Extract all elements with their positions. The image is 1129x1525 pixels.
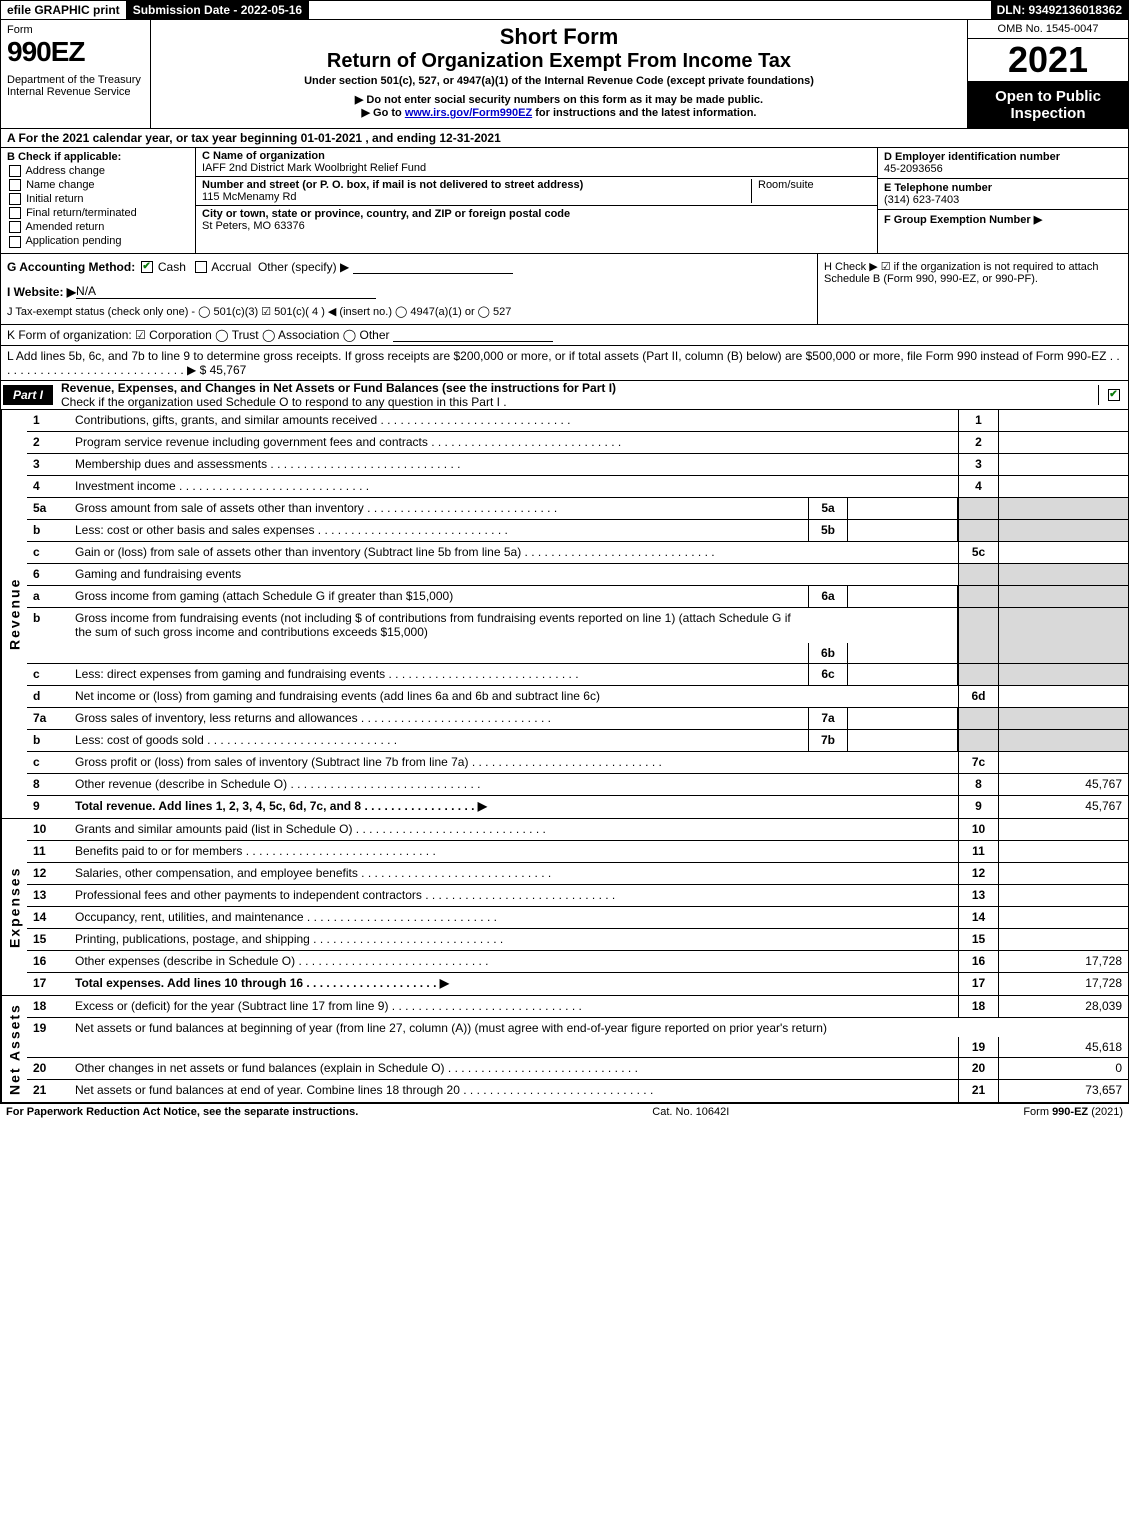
header-right: OMB No. 1545-0047 2021 Open to Public In… [968,20,1128,128]
row-h: H Check ▶ ☑ if the organization is not r… [818,254,1128,324]
header-center: Short Form Return of Organization Exempt… [151,20,968,128]
chk-accrual[interactable] [195,261,207,273]
city: St Peters, MO 63376 [202,220,305,232]
department: Department of the Treasury Internal Reve… [7,74,144,98]
street-label: Number and street (or P. O. box, if mail… [202,179,751,191]
short-form-title: Short Form [159,24,959,50]
row-j: J Tax-exempt status (check only one) - ◯… [7,305,811,318]
line-6d: dNet income or (loss) from gaming and fu… [27,686,1128,708]
dln: DLN: 93492136018362 [991,1,1128,19]
chk-amended-return[interactable]: Amended return [7,221,189,233]
line-6: 6Gaming and fundraising events [27,564,1128,586]
line-2: 2Program service revenue including gover… [27,432,1128,454]
line-1: 1Contributions, gifts, grants, and simil… [27,410,1128,432]
chk-cash[interactable]: ✔ [141,261,153,273]
form-header: Form 990EZ Department of the Treasury In… [0,20,1129,129]
line-5c: cGain or (loss) from sale of assets othe… [27,542,1128,564]
tax-year: 2021 [968,39,1128,82]
ein: 45-2093656 [884,163,943,175]
under-section: Under section 501(c), 527, or 4947(a)(1)… [159,75,959,87]
line-11: 11Benefits paid to or for members11 [27,841,1128,863]
line-17: 17Total expenses. Add lines 10 through 1… [27,973,1128,995]
line-13: 13Professional fees and other payments t… [27,885,1128,907]
line-9: 9Total revenue. Add lines 1, 2, 3, 4, 5c… [27,796,1128,818]
line-4: 4Investment income4 [27,476,1128,498]
chk-initial-return[interactable]: Initial return [7,193,189,205]
chk-final-return[interactable]: Final return/terminated [7,207,189,219]
line-12: 12Salaries, other compensation, and empl… [27,863,1128,885]
line-7c: cGross profit or (loss) from sales of in… [27,752,1128,774]
group-exemption-cell: F Group Exemption Number ▶ [878,210,1128,229]
line-20: 20Other changes in net assets or fund ba… [27,1058,1128,1080]
vlabel-revenue: Revenue [1,410,27,818]
line-14: 14Occupancy, rent, utilities, and mainte… [27,907,1128,929]
omb-number: OMB No. 1545-0047 [968,20,1128,39]
city-label: City or town, state or province, country… [202,208,871,220]
header-left: Form 990EZ Department of the Treasury In… [1,20,151,128]
room-suite: Room/suite [751,179,871,203]
goto-pre: ▶ Go to [362,107,405,119]
line-8: 8Other revenue (describe in Schedule O)8… [27,774,1128,796]
line-6a: aGross income from gaming (attach Schedu… [27,586,1128,608]
column-def: D Employer identification number 45-2093… [878,148,1128,253]
vlabel-expenses: Expenses [1,819,27,995]
part1-header: Part I Revenue, Expenses, and Changes in… [0,381,1129,410]
row-i: I Website: ▶N/A [7,284,811,299]
line-18: 18Excess or (deficit) for the year (Subt… [27,996,1128,1018]
vlabel-net-assets: Net Assets [1,996,27,1102]
top-bar: efile GRAPHIC print Submission Date - 20… [0,0,1129,20]
line-5a: 5aGross amount from sale of assets other… [27,498,1128,520]
part1-lines: Revenue 1Contributions, gifts, grants, a… [0,410,1129,1103]
line-15: 15Printing, publications, postage, and s… [27,929,1128,951]
line-7a: 7aGross sales of inventory, less returns… [27,708,1128,730]
paperwork-notice: For Paperwork Reduction Act Notice, see … [6,1106,358,1118]
part1-sub: Check if the organization used Schedule … [55,395,507,409]
chk-application-pending[interactable]: Application pending [7,235,189,247]
part1-title: Revenue, Expenses, and Changes in Net As… [55,381,616,395]
page-footer: For Paperwork Reduction Act Notice, see … [0,1103,1129,1120]
column-c: C Name of organization IAFF 2nd District… [196,148,878,253]
irs-link[interactable]: www.irs.gov/Form990EZ [405,107,532,119]
org-name-label: C Name of organization [202,150,871,162]
chk-name-change[interactable]: Name change [7,179,189,191]
row-l: L Add lines 5b, 6c, and 7b to line 9 to … [0,346,1129,381]
open-to-public: Open to Public Inspection [968,82,1128,128]
row-a-calendar-year: A For the 2021 calendar year, or tax yea… [0,129,1129,148]
line-6b: bGross income from fundraising events (n… [27,608,1128,664]
line-7b: bLess: cost of goods sold7b [27,730,1128,752]
line-5b: bLess: cost or other basis and sales exp… [27,520,1128,542]
chk-address-change[interactable]: Address change [7,165,189,177]
form-ref: Form 990-EZ (2021) [1023,1106,1123,1118]
row-k: K Form of organization: ☑ Corporation ◯ … [0,325,1129,346]
efile-print[interactable]: efile GRAPHIC print [1,1,127,19]
warning-ssn: ▶ Do not enter social security numbers o… [159,93,959,106]
website: N/A [76,284,376,299]
section-b-c-def: B Check if applicable: Address change Na… [0,148,1129,254]
col-b-header: B Check if applicable: [7,151,189,163]
row-g: G Accounting Method: ✔ Cash Accrual Othe… [7,260,811,274]
part1-schedule-o-check[interactable]: ✔ [1108,389,1120,401]
submission-date: Submission Date - 2022-05-16 [127,1,309,19]
org-name: IAFF 2nd District Mark Woolbright Relief… [202,162,426,174]
line-3: 3Membership dues and assessments3 [27,454,1128,476]
column-b: B Check if applicable: Address change Na… [1,148,196,253]
line-16: 16Other expenses (describe in Schedule O… [27,951,1128,973]
line-10: 10Grants and similar amounts paid (list … [27,819,1128,841]
form-number: 990EZ [7,36,144,68]
goto-post: for instructions and the latest informat… [532,107,756,119]
ein-cell: D Employer identification number 45-2093… [878,148,1128,179]
goto-link-line: ▶ Go to www.irs.gov/Form990EZ for instru… [159,106,959,119]
line-6c: cLess: direct expenses from gaming and f… [27,664,1128,686]
street: 115 McMenamy Rd [202,191,297,203]
phone: (314) 623-7403 [884,194,959,206]
section-ghij: G Accounting Method: ✔ Cash Accrual Othe… [0,254,1129,325]
phone-cell: E Telephone number (314) 623-7403 [878,179,1128,210]
return-title: Return of Organization Exempt From Incom… [159,50,959,73]
gross-receipts: 45,767 [210,363,247,377]
line-19: 19Net assets or fund balances at beginni… [27,1018,1128,1058]
line-21: 21Net assets or fund balances at end of … [27,1080,1128,1102]
cat-no: Cat. No. 10642I [652,1106,729,1118]
part1-tag: Part I [3,385,53,405]
form-word: Form [7,24,144,36]
